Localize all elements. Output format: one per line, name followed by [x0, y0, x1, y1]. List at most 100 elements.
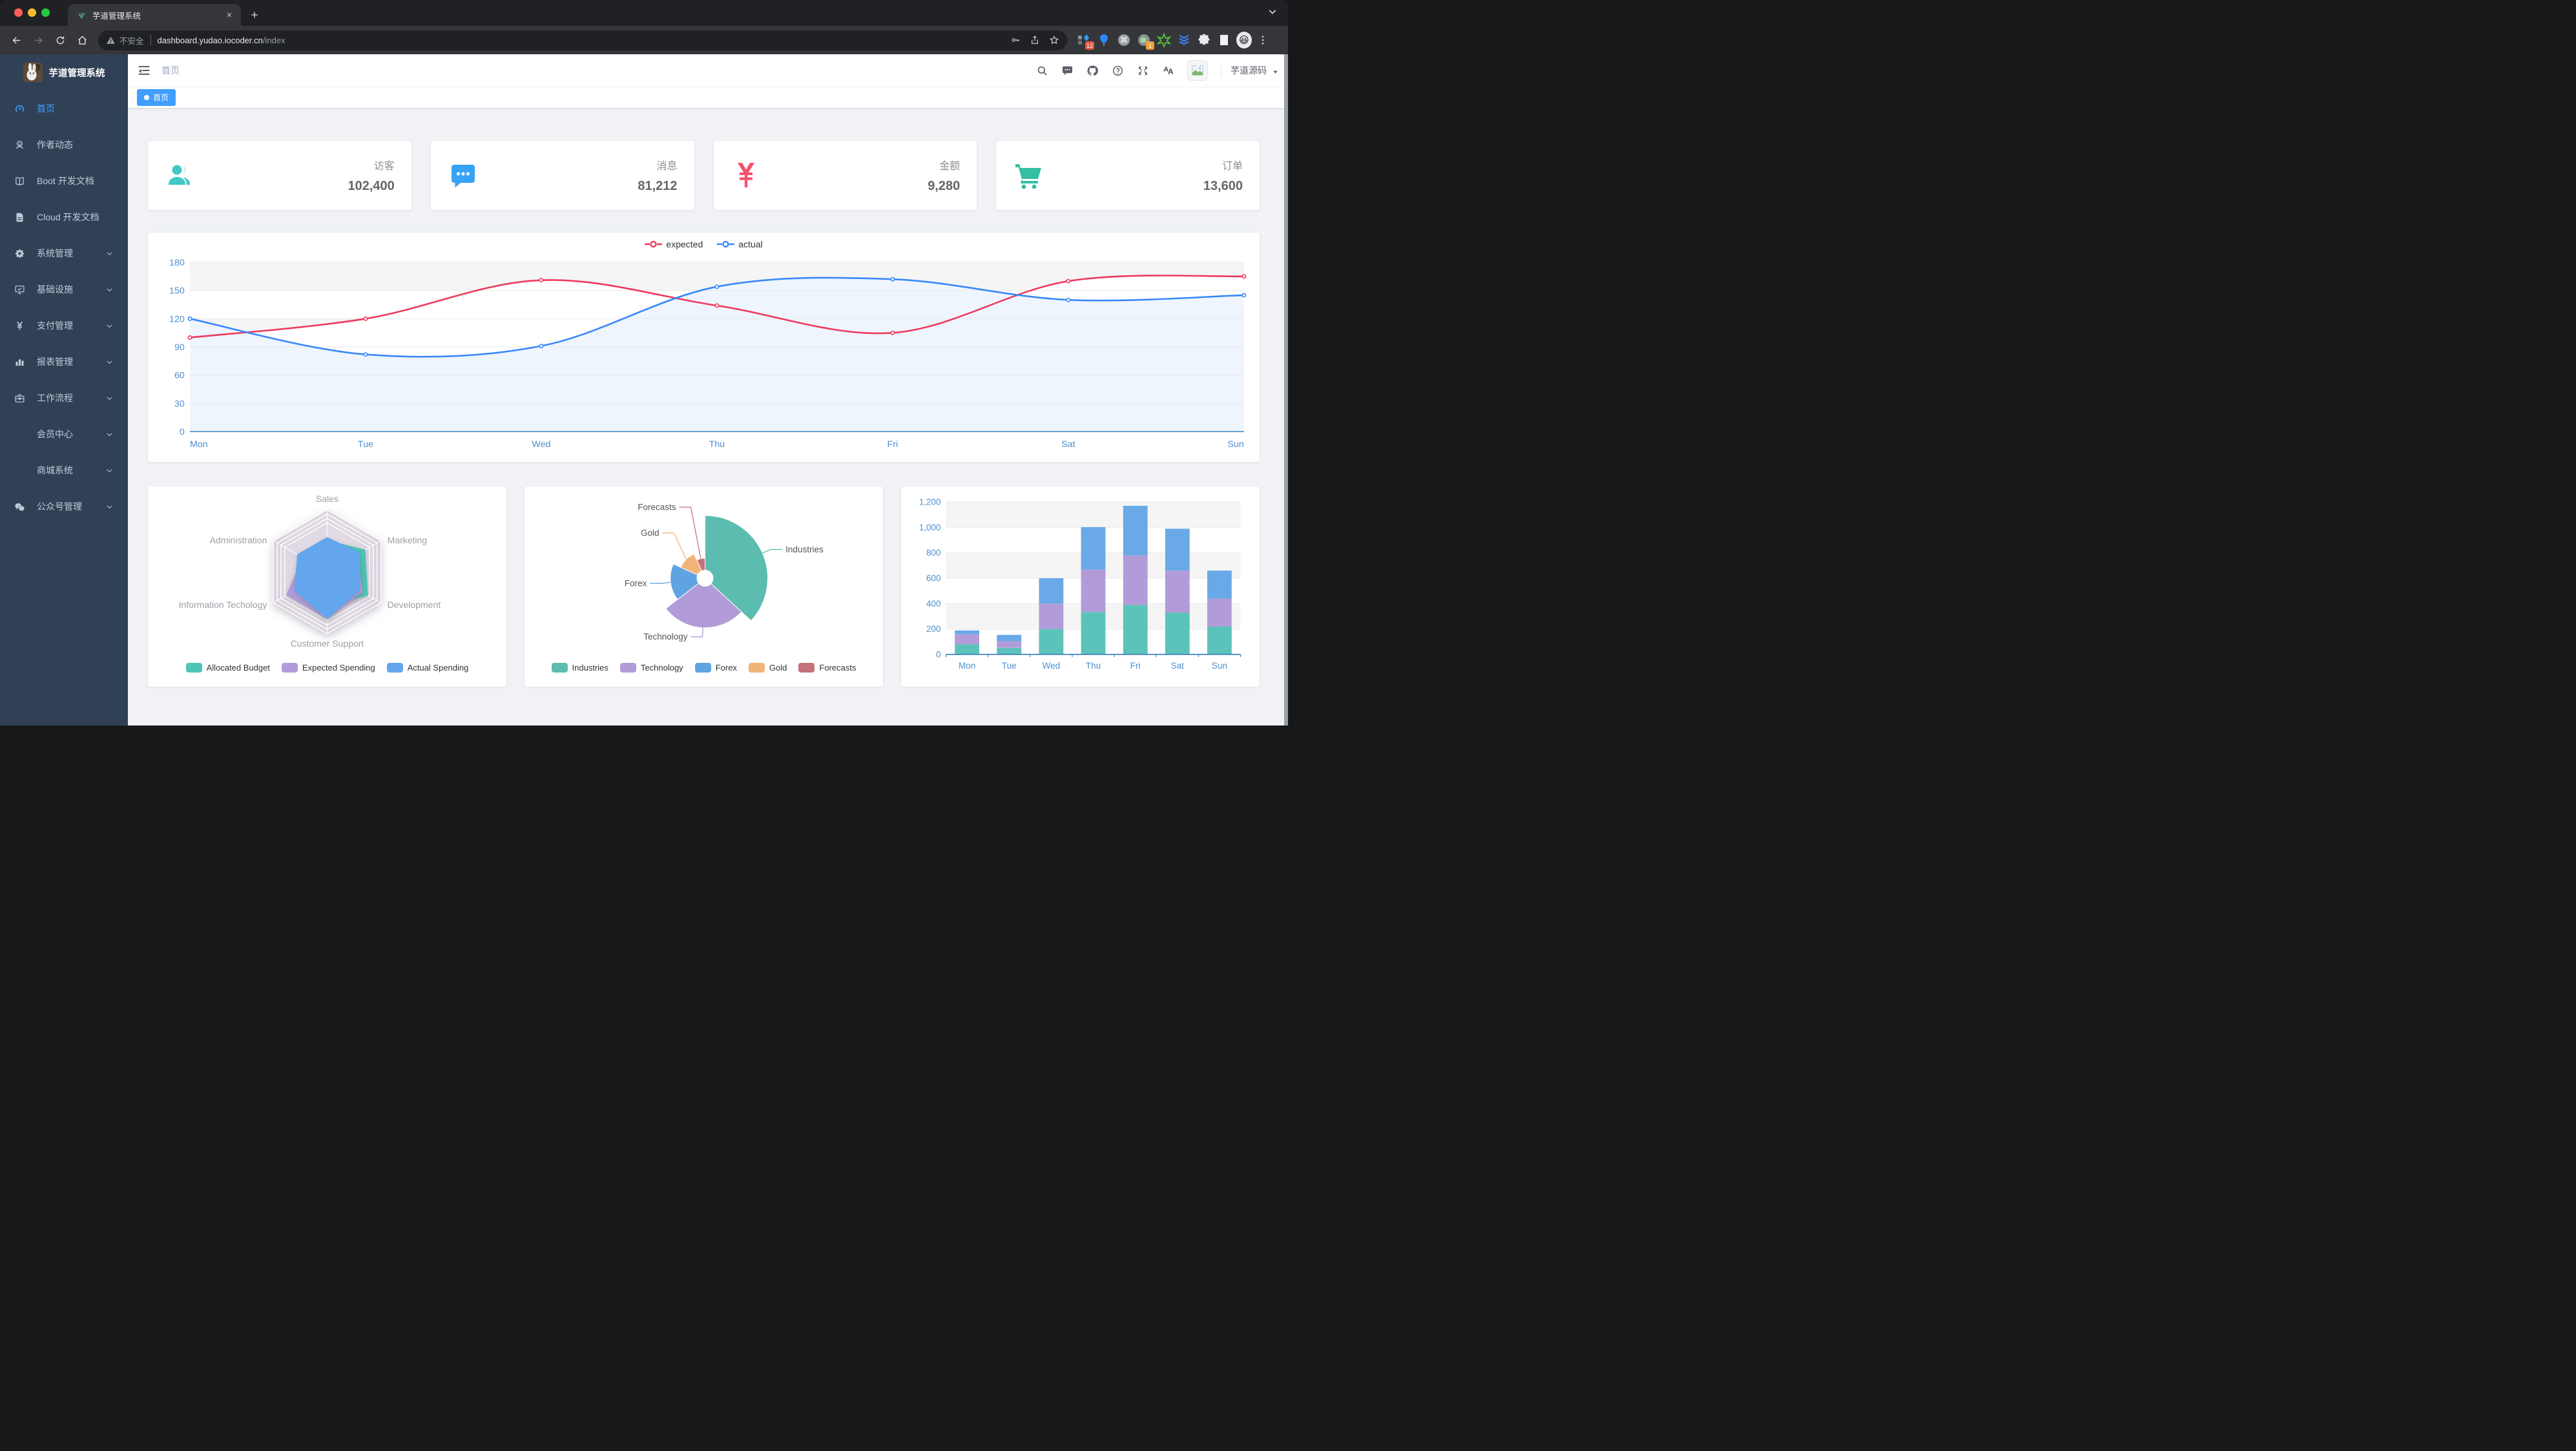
chevron-down-icon — [105, 430, 114, 439]
github-icon[interactable] — [1086, 65, 1099, 77]
sidebar-item-2[interactable]: 作者动态 — [0, 127, 128, 163]
app-title: 芋道管理系统 — [48, 68, 105, 79]
legend-item-4[interactable]: Gold — [748, 662, 787, 673]
back-button[interactable] — [6, 30, 26, 50]
sidebar-item-6[interactable]: 基础设施 — [0, 271, 128, 308]
legend-label: actual — [738, 239, 763, 249]
minimize-window-button[interactable] — [28, 8, 36, 17]
font-size-icon[interactable] — [1162, 65, 1174, 77]
sidebar-item-label: 工作流程 — [37, 393, 73, 403]
user-menu[interactable]: 芋道源码 — [1221, 64, 1279, 77]
sidebar-item-label: 基础设施 — [37, 284, 73, 295]
pie-chart[interactable]: Industries Technology Forex Gold Forecasts — [532, 493, 875, 656]
password-key-icon[interactable] — [1010, 35, 1021, 45]
legend-label: Expected Spending — [302, 662, 375, 673]
legend-item-5[interactable]: Forecasts — [798, 662, 856, 673]
tab-close-icon[interactable] — [223, 10, 234, 21]
chevron-down-icon — [105, 249, 114, 258]
legend-item-expected[interactable]: expected — [645, 239, 703, 249]
extension-star-icon[interactable] — [1156, 32, 1172, 48]
svg-text:800: 800 — [926, 548, 941, 558]
extension-balloon-icon[interactable] — [1096, 32, 1112, 48]
favicon-leaf-icon — [77, 10, 87, 20]
svg-text:Tue: Tue — [358, 439, 373, 449]
legend-swatch — [619, 662, 636, 673]
extension-command-icon[interactable]: ⌘ — [1116, 32, 1132, 48]
sidebar-item-5[interactable]: 系统管理 — [0, 235, 128, 271]
sidebar-item-12[interactable]: 公众号管理 — [0, 488, 128, 525]
stat-value: 102,400 — [348, 179, 395, 193]
svg-text:Administration: Administration — [210, 535, 267, 545]
legend-item-actual[interactable]: actual — [717, 239, 763, 249]
browser-tab[interactable]: 芋道管理系统 — [68, 4, 241, 26]
extensions-puzzle-icon[interactable] — [1196, 32, 1212, 48]
reload-button[interactable] — [50, 30, 70, 50]
sidebar-item-10[interactable]: 会员中心 — [0, 416, 128, 452]
legend-item-3[interactable]: Forex — [694, 662, 737, 673]
page-scrollbar[interactable] — [1284, 54, 1288, 725]
stat-card-2[interactable]: 消息 81,212 — [430, 141, 694, 210]
bookmark-star-icon[interactable] — [1049, 35, 1059, 45]
radar-legend: Allocated Budget Expected Spending Actual … — [156, 656, 499, 679]
legend-item-2[interactable]: Technology — [619, 662, 683, 673]
sidebar-item-1[interactable]: 首页 — [0, 90, 128, 127]
chart-icon — [14, 357, 25, 368]
extension-chevrons-icon[interactable] — [1176, 32, 1192, 48]
svg-text:0: 0 — [180, 426, 185, 437]
tab-search-chevron-icon[interactable] — [1267, 6, 1278, 17]
extension-grid-icon[interactable]: 12 — [1076, 32, 1094, 50]
legend-swatch — [694, 662, 711, 673]
address-bar[interactable]: 不安全 dashboard.yudao.iocoder.cn /index — [98, 30, 1067, 50]
extension-window-icon[interactable] — [1216, 32, 1232, 48]
help-icon[interactable] — [1112, 65, 1124, 77]
stat-card-1[interactable]: 访客 102,400 — [148, 141, 411, 210]
line-chart[interactable]: 0 30 60 90 120 150 180 Mon Tue Wed Thu Fri Sat Sun — [157, 257, 1251, 454]
sidebar-item-label: 会员中心 — [37, 429, 73, 439]
sidebar-item-9[interactable]: 工作流程 — [0, 380, 128, 416]
share-icon[interactable] — [1030, 35, 1040, 45]
legend-item-3[interactable]: Actual Spending — [386, 662, 468, 673]
tag-home[interactable]: 首页 — [137, 89, 176, 106]
svg-text:120: 120 — [169, 313, 185, 324]
legend-item-1[interactable]: Allocated Budget — [185, 662, 270, 673]
sidebar-logo[interactable]: 芋道管理系统 — [0, 54, 128, 90]
user-avatar[interactable] — [1187, 60, 1208, 81]
sidebar-item-8[interactable]: 报表管理 — [0, 344, 128, 380]
extension-record-icon[interactable]: 1 — [1136, 32, 1154, 50]
svg-text:Sales: Sales — [316, 494, 338, 504]
chevron-down-icon — [105, 466, 114, 475]
profile-avatar[interactable]: 😃 — [1236, 32, 1252, 48]
svg-text:90: 90 — [174, 342, 185, 352]
tag-active-dot — [144, 94, 149, 100]
sidebar-item-7[interactable]: 支付管理 — [0, 308, 128, 344]
stat-card-3[interactable]: 金额 9,280 — [713, 141, 977, 210]
search-icon[interactable] — [1036, 65, 1048, 77]
message-icon[interactable] — [1061, 65, 1074, 77]
stat-card-4[interactable]: 订单 13,600 — [996, 141, 1260, 210]
hamburger-icon[interactable] — [137, 63, 151, 78]
close-window-button[interactable] — [14, 8, 23, 17]
svg-text:Customer Support: Customer Support — [291, 638, 364, 649]
svg-text:Development: Development — [388, 600, 441, 610]
legend-item-2[interactable]: Expected Spending — [281, 662, 375, 673]
extensions-row: 12 ⌘ 1 😃 — [1076, 32, 1252, 50]
legend-label: Allocated Budget — [206, 662, 270, 673]
panel-group: 访客 102,400 消息 81,212 金额 9,280 订单 13,600 — [148, 141, 1260, 210]
new-tab-button[interactable] — [246, 6, 263, 23]
fullscreen-icon[interactable] — [1137, 65, 1149, 77]
radar-chart[interactable]: Sales Administration Information Techology… — [156, 493, 499, 656]
home-button[interactable] — [72, 30, 92, 50]
bar-chart[interactable]: 0 200 400 600 800 1,000 1,200 Mon Tue Wed Thu Fri Sa… — [909, 493, 1252, 675]
cart-icon — [1013, 160, 1044, 191]
sidebar-item-3[interactable]: Boot 开发文档 — [0, 163, 128, 199]
sidebar-item-4[interactable]: Cloud 开发文档 — [0, 199, 128, 235]
sidebar: 芋道管理系统 首页 作者动态 Boot 开发文档 Cloud 开发文档 系统管理基础设施… — [0, 54, 128, 725]
svg-text:400: 400 — [926, 599, 941, 609]
zoom-window-button[interactable] — [41, 8, 50, 17]
sidebar-item-11[interactable]: 商城系统 — [0, 452, 128, 488]
browser-menu-icon[interactable] — [1257, 34, 1269, 46]
legend-item-1[interactable]: Industries — [551, 662, 608, 673]
legend-swatch — [748, 662, 765, 673]
forward-button[interactable] — [28, 30, 48, 50]
svg-text:1,000: 1,000 — [919, 523, 941, 532]
